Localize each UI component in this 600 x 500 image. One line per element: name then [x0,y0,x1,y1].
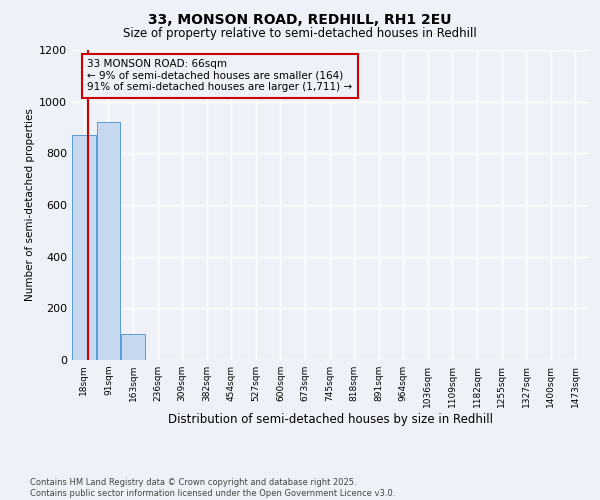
X-axis label: Distribution of semi-detached houses by size in Redhill: Distribution of semi-detached houses by … [167,412,493,426]
Text: Contains HM Land Registry data © Crown copyright and database right 2025.
Contai: Contains HM Land Registry data © Crown c… [30,478,395,498]
Bar [97,122,121,360]
Bar [72,135,96,360]
Bar [121,334,145,360]
Text: 33, MONSON ROAD, REDHILL, RH1 2EU: 33, MONSON ROAD, REDHILL, RH1 2EU [148,12,452,26]
Text: 33 MONSON ROAD: 66sqm
← 9% of semi-detached houses are smaller (164)
91% of semi: 33 MONSON ROAD: 66sqm ← 9% of semi-detac… [88,60,353,92]
Y-axis label: Number of semi-detached properties: Number of semi-detached properties [25,108,35,302]
Text: Size of property relative to semi-detached houses in Redhill: Size of property relative to semi-detach… [123,28,477,40]
